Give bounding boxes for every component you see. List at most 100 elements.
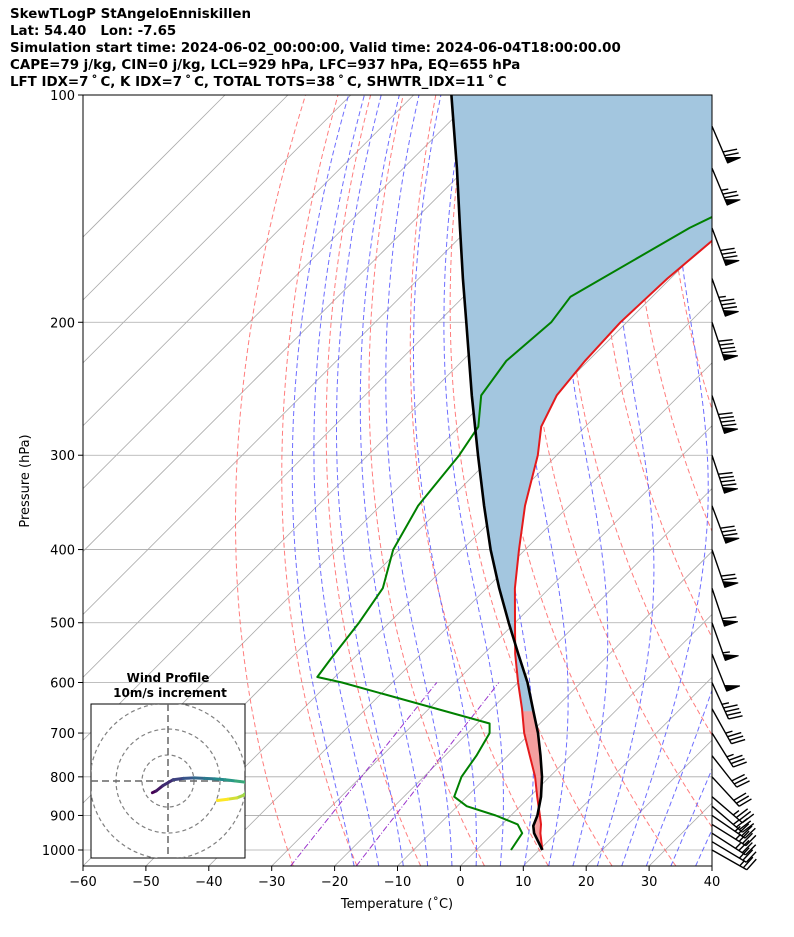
y-tick-label: 600 <box>50 677 75 692</box>
dry-adiabat-lines <box>235 95 794 866</box>
x-tick-label: −30 <box>258 875 285 890</box>
y-tick-label: 100 <box>50 89 75 104</box>
y-axis: 100 200 300 400 500 600 700 800 900 1000 <box>42 89 83 859</box>
sounding-profiles <box>316 95 712 851</box>
x-tick-label: 20 <box>578 875 595 890</box>
dry-adiabat <box>368 95 485 866</box>
wind-barb <box>711 322 739 361</box>
moist-adiabat <box>443 95 504 866</box>
dry-adiabat <box>596 95 712 639</box>
wind-barb <box>711 814 756 839</box>
mixing-ratio-lines <box>290 682 500 866</box>
x-tick-label: −20 <box>321 875 348 890</box>
hodograph-segment <box>215 797 230 802</box>
hodograph-subtitle: 10m/s increment <box>113 686 227 700</box>
isotherm-line <box>334 488 712 866</box>
dry-adiabat <box>762 95 794 866</box>
title-station: SkewTLogP StAngeloEnniskillen <box>10 7 252 22</box>
y-tick-label: 1000 <box>42 844 75 859</box>
dry-adiabat <box>409 95 549 866</box>
moist-adiabat <box>385 95 453 866</box>
isotherm-line <box>523 676 712 866</box>
title-times: Simulation start time: 2024-06-02_00:00:… <box>10 40 621 56</box>
x-tick-label: −40 <box>195 875 222 890</box>
x-tick-label: −10 <box>384 875 411 890</box>
x-axis: −60 −50 −40 −30 −20 −10 0 10 20 30 40 <box>69 866 720 890</box>
hodograph-plot <box>91 704 245 858</box>
hodograph-segment <box>244 781 245 785</box>
wind-barb <box>711 796 755 824</box>
isotherm-line <box>83 95 289 301</box>
hodograph-segment <box>223 778 238 783</box>
moist-adiabat <box>291 95 355 866</box>
dry-adiabat <box>449 95 613 866</box>
isotherm-line <box>208 362 712 866</box>
moist-adiabat <box>313 95 380 866</box>
moist-adiabat <box>560 95 609 866</box>
mixing-ratio-line <box>290 682 438 866</box>
moist-adiabat <box>670 767 712 866</box>
wind-barb <box>711 841 757 863</box>
x-tick-label: 10 <box>515 875 532 890</box>
y-tick-label: 300 <box>50 449 75 464</box>
mixing-ratio-line <box>355 682 500 866</box>
isotherm-line <box>83 95 414 427</box>
isotherm-line <box>711 865 712 866</box>
dry-adiabat <box>235 95 306 866</box>
wind-barb <box>711 832 757 856</box>
x-tick-label: −60 <box>69 875 96 890</box>
title-location: Lat: 54.40 Lon: -7.65 <box>10 23 177 39</box>
wind-barb <box>711 708 746 745</box>
parcel-profile-line <box>450 95 544 851</box>
y-tick-label: 200 <box>50 316 75 331</box>
temperature-profile-line <box>513 239 712 851</box>
hodograph-segment <box>202 776 217 781</box>
y-tick-label: 400 <box>50 544 75 559</box>
wind-barb <box>711 505 740 544</box>
cape-area <box>451 95 712 712</box>
hodograph-segment <box>192 776 206 780</box>
wind-barb <box>711 167 741 206</box>
dry-adiabat <box>561 95 712 736</box>
wind-barb <box>711 732 747 768</box>
isotherm-line <box>83 95 352 364</box>
moist-adiabat <box>336 95 404 866</box>
hodograph-inset: Wind Profile 10m/s increment <box>90 671 246 859</box>
wind-barb <box>711 549 739 589</box>
x-tick-label: −50 <box>132 875 159 890</box>
wind-barb <box>711 622 739 662</box>
dewpoint-profile-line <box>316 215 712 851</box>
moist-adiabat <box>359 95 429 866</box>
isotherm-line <box>83 95 477 490</box>
wind-barb <box>711 776 752 807</box>
chart-title: SkewTLogP StAngeloEnniskillen Lat: 54.40… <box>10 7 621 92</box>
y-tick-label: 700 <box>50 727 75 742</box>
moist-adiabat <box>596 95 655 866</box>
wind-barb <box>711 455 739 494</box>
dry-adiabat <box>729 95 794 866</box>
x-tick-label: 0 <box>456 875 464 890</box>
moist-adiabat <box>645 688 712 866</box>
y-tick-label: 900 <box>50 809 75 824</box>
hodograph-segment <box>213 777 227 782</box>
title-cape-indices: CAPE=79 j/kg, CIN=0 j/kg, LCL=929 hPa, L… <box>10 57 521 73</box>
dry-adiabat <box>663 95 712 411</box>
wind-barb <box>711 587 739 627</box>
moist-adiabat <box>621 95 709 866</box>
moist-adiabat <box>413 95 477 866</box>
y-tick-label: 500 <box>50 617 75 632</box>
title-stability-indices: LFT IDX=7 ˚ C, K IDX=7 ˚ C, TOTAL TOTS=3… <box>10 74 507 90</box>
wind-barb <box>711 125 741 164</box>
y-axis-label: Pressure (hPa) <box>18 434 33 527</box>
hodograph-segment <box>234 779 245 784</box>
wind-barb <box>711 395 739 435</box>
hodograph-segment <box>182 776 196 780</box>
wind-barb <box>711 278 739 317</box>
hodograph-title: Wind Profile <box>127 671 210 685</box>
y-tick-label: 800 <box>50 771 75 786</box>
wind-barb <box>711 755 750 788</box>
x-tick-label: 40 <box>704 875 721 890</box>
hodograph-segment <box>161 778 175 788</box>
wind-barbs <box>711 125 757 871</box>
